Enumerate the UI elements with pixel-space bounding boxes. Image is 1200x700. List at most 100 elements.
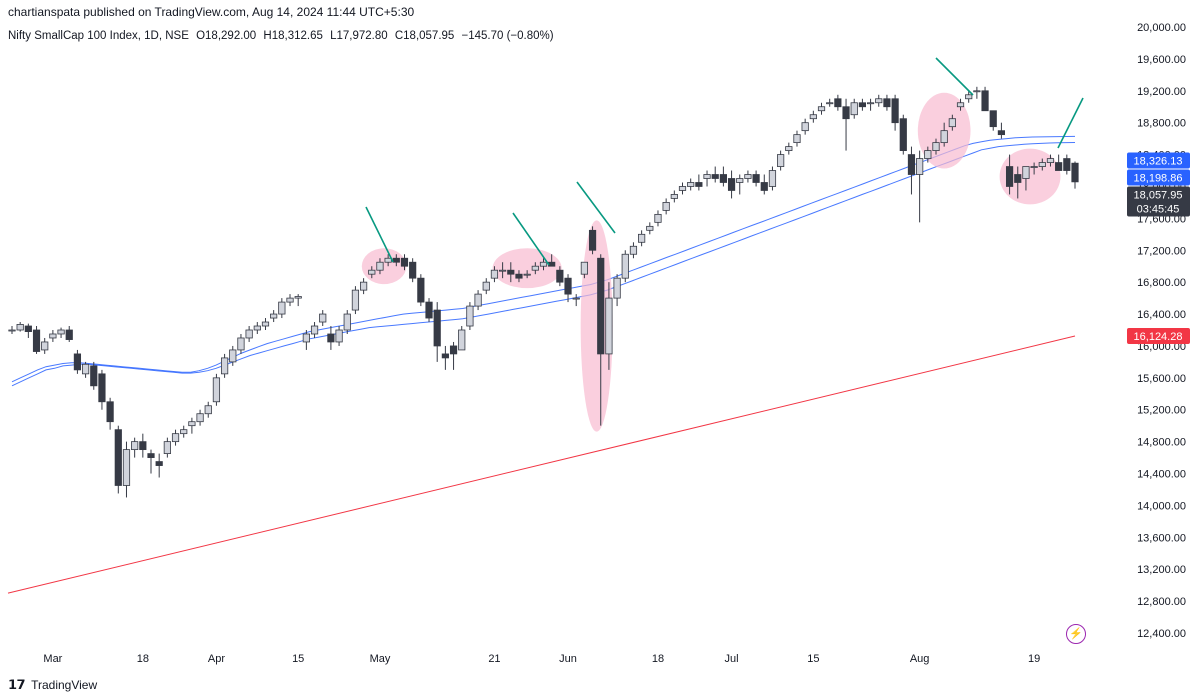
candle-body [449, 345, 458, 355]
candle-body [646, 225, 654, 231]
candle-body [744, 174, 752, 179]
candle-body [1030, 166, 1038, 168]
annotation-arrow [576, 181, 616, 234]
candle-body [1022, 166, 1030, 179]
candle-body [114, 429, 122, 486]
candle-body [310, 325, 319, 335]
candle-body [204, 405, 212, 415]
candle-body [866, 102, 875, 105]
candle-body [817, 106, 826, 112]
x-tick-label: 15 [292, 653, 304, 665]
candle-body [98, 373, 106, 403]
candle-body [531, 265, 539, 271]
candle-body [850, 102, 858, 116]
candle-body [556, 269, 564, 283]
candle-body [1063, 158, 1071, 171]
candle-body [842, 106, 850, 120]
candle-body [425, 301, 433, 319]
x-tick-label: Mar [43, 653, 62, 665]
candle-body [474, 293, 482, 307]
ohlc-change: −145.70 (−0.80%) [461, 30, 554, 42]
candle-body [973, 90, 981, 93]
tradingview-footer: 𝟭𝟳 TradingView [8, 677, 97, 693]
candle-body [155, 461, 163, 466]
price-tag-countdown: 03:45:45 [1137, 203, 1180, 215]
candle-body [294, 296, 302, 299]
annotation-arrow [1057, 97, 1084, 149]
symbol-name: Nifty SmallCap 100 Index, 1D, NSE [8, 30, 189, 42]
candle-body [319, 313, 327, 323]
candle-body [147, 453, 155, 458]
candle-body [638, 233, 646, 243]
candle-body [1038, 162, 1046, 167]
candle-body [196, 413, 204, 423]
tv-logo-icon: 𝟭𝟳 [8, 677, 26, 692]
candle-body [711, 174, 719, 179]
ohlc-open: O18,292.00 [196, 30, 257, 42]
y-tick-label: 19,200.00 [1137, 86, 1186, 98]
candle-body [335, 329, 343, 343]
candle-body [687, 182, 695, 187]
x-tick-label: Apr [208, 653, 225, 665]
candle-body [548, 261, 556, 267]
candle-body [875, 98, 883, 104]
candle-body [392, 257, 400, 263]
candle-body [695, 182, 703, 187]
symbol-info: Nifty SmallCap 100 Index, 1D, NSE O18,29… [8, 30, 558, 42]
candle-body [499, 269, 507, 272]
y-tick-label: 14,400.00 [1137, 469, 1186, 481]
candle-body [261, 321, 270, 327]
candle-body [793, 134, 801, 144]
candle-body [605, 297, 613, 355]
candle-body [16, 324, 24, 331]
candle-body [580, 261, 588, 275]
y-tick-label: 17,200.00 [1137, 245, 1186, 257]
y-tick-label: 15,200.00 [1137, 405, 1186, 417]
candle-body [1046, 158, 1055, 163]
sma-50-line [11, 142, 1076, 387]
price-tag [1127, 186, 1190, 217]
ohlc-high: H18,312.65 [263, 30, 323, 42]
candle-body [8, 329, 16, 332]
candle-body [368, 269, 376, 275]
candle-body [965, 94, 973, 100]
y-tick-label: 14,000.00 [1137, 500, 1186, 512]
candle-body [65, 329, 73, 340]
y-tick-label: 12,400.00 [1137, 628, 1186, 640]
candle-body [597, 257, 605, 355]
x-tick-label: Jun [559, 653, 577, 665]
candle-body [539, 261, 548, 267]
candle-body [433, 309, 441, 347]
candle-body [384, 257, 392, 263]
candle-body [899, 118, 907, 151]
candle-body [220, 357, 229, 375]
price-tag [1127, 152, 1190, 169]
brand-name: TradingView [31, 678, 98, 692]
candle-body [1014, 174, 1022, 183]
y-tick-label: 18,800.00 [1137, 118, 1186, 130]
candle-body [441, 353, 449, 359]
candle-body [662, 202, 670, 211]
candle-body [490, 269, 499, 279]
annotation-arrow [935, 57, 974, 96]
candle-body [212, 377, 221, 403]
candle-body [572, 297, 580, 300]
candle-body [916, 158, 924, 175]
lightning-icon[interactable]: ⚡ [1066, 624, 1086, 644]
x-tick-label: May [370, 653, 391, 665]
candle-body [270, 313, 278, 319]
ohlc-low: L17,972.80 [330, 30, 388, 42]
price-tag [1127, 328, 1190, 345]
candle-body [237, 337, 245, 351]
price-tag-label: 18,326.13 [1134, 155, 1183, 167]
y-tick-label: 19,600.00 [1137, 54, 1186, 66]
candle-body [73, 353, 82, 371]
candle-body [760, 182, 768, 191]
candle-body [801, 122, 809, 132]
candle-body [883, 98, 891, 108]
y-tick-label: 14,800.00 [1137, 437, 1186, 449]
candle-body [400, 257, 409, 267]
candle-body [90, 365, 98, 387]
candle-body [131, 441, 139, 451]
